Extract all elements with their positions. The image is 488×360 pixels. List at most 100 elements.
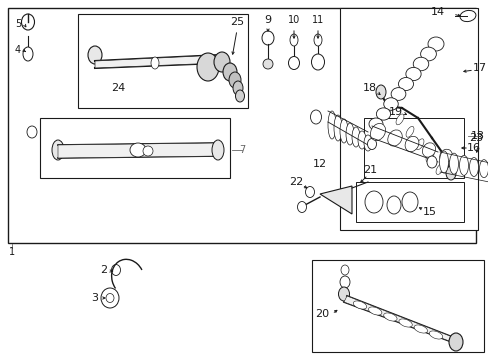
Ellipse shape — [363, 135, 371, 151]
Text: 14: 14 — [430, 7, 444, 17]
Ellipse shape — [214, 52, 229, 72]
Ellipse shape — [385, 102, 393, 112]
Text: 5: 5 — [15, 19, 21, 29]
Polygon shape — [343, 296, 454, 342]
Ellipse shape — [130, 143, 146, 157]
Ellipse shape — [311, 54, 324, 70]
Ellipse shape — [386, 196, 400, 214]
Bar — [40, 118, 229, 178]
Ellipse shape — [439, 151, 447, 173]
Ellipse shape — [297, 202, 306, 212]
Ellipse shape — [368, 307, 381, 315]
Text: 25: 25 — [229, 17, 244, 27]
Ellipse shape — [338, 287, 349, 301]
Ellipse shape — [370, 123, 385, 140]
Ellipse shape — [459, 10, 475, 22]
Ellipse shape — [289, 34, 297, 46]
Ellipse shape — [401, 192, 417, 212]
Ellipse shape — [427, 37, 443, 51]
Ellipse shape — [305, 186, 314, 198]
Ellipse shape — [445, 166, 455, 180]
Ellipse shape — [398, 319, 411, 327]
Ellipse shape — [405, 67, 420, 81]
Ellipse shape — [101, 288, 119, 308]
Ellipse shape — [387, 130, 402, 146]
Ellipse shape — [390, 87, 405, 100]
Ellipse shape — [339, 276, 349, 288]
Ellipse shape — [106, 293, 114, 302]
Text: 3: 3 — [91, 293, 98, 303]
Text: 21: 21 — [362, 165, 376, 175]
Text: 11: 11 — [311, 15, 324, 25]
Text: 19: 19 — [388, 107, 402, 117]
Text: 12: 12 — [312, 159, 326, 169]
Text: 20: 20 — [314, 309, 328, 319]
Ellipse shape — [448, 333, 462, 351]
Ellipse shape — [425, 151, 433, 162]
Ellipse shape — [435, 163, 443, 174]
Ellipse shape — [333, 115, 341, 141]
Ellipse shape — [27, 126, 37, 138]
Ellipse shape — [426, 156, 436, 168]
Ellipse shape — [353, 301, 366, 309]
Ellipse shape — [412, 57, 428, 71]
Text: 24: 24 — [111, 83, 125, 93]
Text: 16: 16 — [466, 143, 480, 153]
Ellipse shape — [479, 160, 488, 178]
Ellipse shape — [327, 111, 335, 139]
Ellipse shape — [364, 191, 382, 213]
Ellipse shape — [415, 139, 423, 150]
Ellipse shape — [111, 265, 120, 275]
Polygon shape — [95, 55, 220, 68]
Text: 23: 23 — [468, 133, 482, 143]
Text: 7: 7 — [238, 145, 244, 155]
Ellipse shape — [376, 108, 390, 120]
Ellipse shape — [212, 140, 224, 160]
Ellipse shape — [459, 155, 468, 175]
Text: 9: 9 — [264, 15, 271, 25]
Ellipse shape — [52, 140, 64, 160]
Ellipse shape — [405, 126, 413, 137]
Ellipse shape — [383, 313, 396, 321]
Ellipse shape — [21, 14, 35, 30]
Bar — [355, 182, 463, 222]
Polygon shape — [58, 143, 218, 158]
Polygon shape — [319, 186, 351, 214]
Ellipse shape — [439, 149, 451, 163]
Ellipse shape — [368, 118, 382, 130]
Ellipse shape — [263, 59, 272, 69]
Bar — [78, 14, 247, 108]
Bar — [8, 8, 475, 243]
Ellipse shape — [468, 157, 478, 176]
Ellipse shape — [310, 110, 321, 124]
Ellipse shape — [398, 77, 413, 90]
Text: 13: 13 — [470, 131, 484, 141]
Ellipse shape — [197, 53, 219, 81]
Ellipse shape — [151, 57, 159, 69]
Text: 2: 2 — [100, 265, 107, 275]
Text: 10: 10 — [287, 15, 300, 25]
Bar — [363, 118, 463, 178]
Ellipse shape — [351, 127, 359, 147]
Ellipse shape — [422, 143, 435, 157]
Ellipse shape — [448, 153, 458, 174]
Ellipse shape — [357, 131, 365, 149]
Ellipse shape — [428, 331, 442, 339]
Text: 15: 15 — [422, 207, 436, 217]
Ellipse shape — [383, 98, 397, 110]
Ellipse shape — [346, 123, 353, 145]
Ellipse shape — [223, 63, 237, 81]
Ellipse shape — [413, 325, 427, 333]
Ellipse shape — [228, 72, 241, 88]
Text: 1: 1 — [9, 247, 15, 257]
Ellipse shape — [232, 81, 243, 95]
Ellipse shape — [313, 34, 321, 46]
Ellipse shape — [404, 136, 418, 152]
Text: 18: 18 — [362, 83, 376, 93]
Bar — [339, 8, 477, 230]
Ellipse shape — [288, 57, 299, 69]
Text: 17: 17 — [472, 63, 486, 73]
Ellipse shape — [340, 265, 348, 275]
Ellipse shape — [235, 90, 244, 102]
Ellipse shape — [262, 31, 273, 45]
